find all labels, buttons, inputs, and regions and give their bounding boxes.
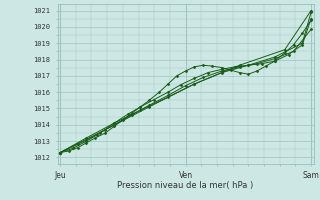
X-axis label: Pression niveau de la mer( hPa ): Pression niveau de la mer( hPa ) [117,181,254,190]
